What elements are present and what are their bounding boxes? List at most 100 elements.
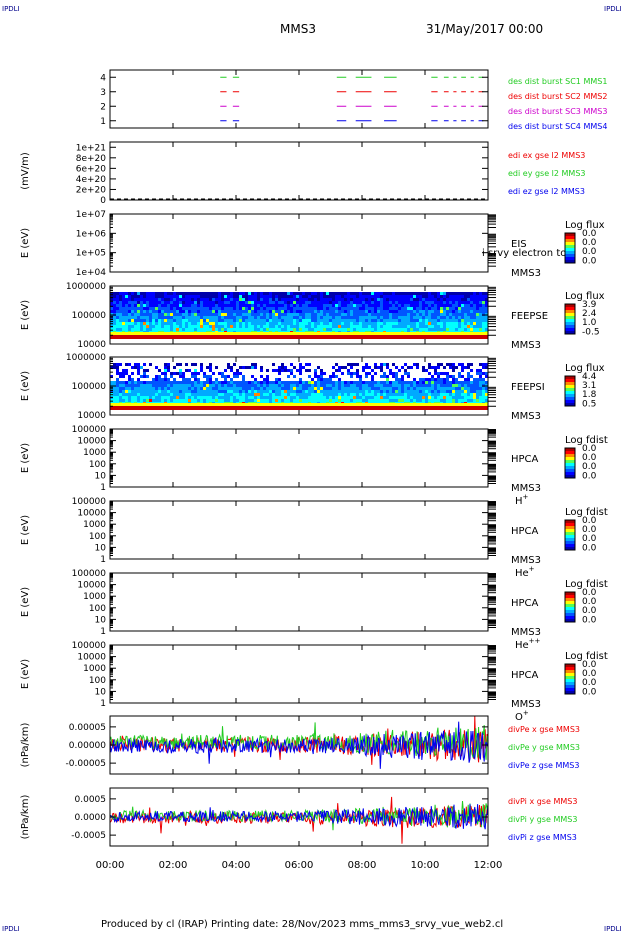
colorbar-swatch: [565, 451, 575, 455]
colorbar-frame: [564, 519, 576, 551]
colorbar-tick-label: 0.0: [582, 687, 597, 697]
colorbar-swatch: [565, 257, 575, 261]
x-tick-label: 10:00: [411, 860, 440, 871]
colorbar-swatch: [565, 679, 575, 683]
colorbar-title: Log fdist: [565, 435, 608, 446]
series-line-3-divpi: [109, 804, 489, 830]
colorbar-swatch: [565, 532, 575, 536]
colorbar-tick-label: 0.0: [582, 660, 597, 670]
colorbar-swatch: [565, 307, 575, 311]
colorbar-swatch: [565, 682, 575, 686]
colorbar-swatch: [565, 379, 575, 383]
legend-label: divPi x gse MMS3: [508, 797, 577, 806]
y-tick-label: 10000: [77, 653, 106, 663]
y-tick-label: 0.0000: [75, 813, 107, 823]
spacecraft-label: MMS3: [511, 555, 541, 566]
colorbar-swatch: [565, 595, 575, 599]
colorbar-tick-label: 0.5: [582, 399, 596, 409]
spectrogram-feepse: [110, 292, 488, 339]
colorbar-tick-label: 2.4: [582, 309, 597, 319]
legend-label: divPe y gse MMS3: [508, 743, 580, 752]
colorbar-swatch: [565, 607, 575, 611]
species-charge: ++: [529, 637, 541, 645]
spectrogram-band-peak: [110, 335, 488, 339]
colorbar-swatch: [565, 236, 575, 240]
colorbar-swatch: [565, 598, 575, 602]
colorbar-swatch: [565, 613, 575, 617]
colorbar-swatch: [565, 251, 575, 255]
y-tick-label: 0.00000: [69, 741, 106, 751]
colorbar-tick-label: 0.0: [582, 534, 597, 544]
y-tick-label: 1e+06: [76, 229, 107, 239]
colorbar-frame: [564, 303, 576, 335]
colorbar-swatch: [565, 391, 575, 395]
colorbar-swatch: [565, 254, 575, 258]
x-tick-label: 08:00: [348, 860, 377, 871]
y-tick-label: 1: [100, 627, 106, 637]
spacecraft-label: MMS3: [511, 268, 541, 279]
y-tick-label: 0: [100, 196, 106, 206]
colorbar-swatch: [565, 667, 575, 671]
spectrogram-feepsi: [110, 363, 488, 410]
y-tick-label: 1000: [83, 664, 106, 674]
colorbar-swatch: [565, 535, 575, 539]
y-axis-label: (nPa/km): [20, 723, 31, 768]
colorbar-tick-label: 0.0: [582, 597, 597, 607]
x-tick-label: 00:00: [96, 860, 125, 871]
legend-label: des dist burst SC3 MMS3: [508, 107, 607, 116]
colorbar-tick-label: 0.0: [582, 256, 597, 266]
panel-frame-hpca_h: [109, 428, 489, 488]
y-tick-label: 1000: [83, 520, 106, 530]
colorbar-swatch: [565, 472, 575, 476]
colorbar-swatch: [565, 526, 575, 530]
colorbar-tick-label: 0.0: [582, 669, 597, 679]
date-title: 31/May/2017 00:00: [426, 22, 544, 36]
y-tick-label: 100: [89, 532, 106, 542]
colorbar-swatch: [565, 260, 575, 264]
colorbar-tick-label: 0.0: [582, 453, 597, 463]
y-tick-label: 100000: [72, 311, 107, 321]
colorbar-swatch: [565, 469, 575, 473]
y-tick-label: 100000: [72, 641, 107, 651]
y-tick-label: 4: [100, 73, 106, 83]
footer-credit: Produced by cl (IRAP) Printing date: 28/…: [101, 919, 504, 930]
y-tick-label: 1000000: [66, 282, 106, 292]
colorbar-tick-label: 0.0: [582, 247, 597, 257]
colorbar-swatch: [565, 541, 575, 545]
colorbar-swatch: [565, 322, 575, 326]
y-tick-label: 6e+20: [76, 164, 107, 174]
colorbar-swatch: [565, 448, 575, 452]
species-label: He++: [515, 637, 541, 651]
y-axis-label: E (eV): [20, 228, 31, 258]
y-tick-label: 1: [100, 117, 106, 127]
colorbar-swatch: [565, 619, 575, 623]
y-tick-label: 1000000: [66, 353, 106, 363]
species-label: H+: [515, 493, 529, 507]
y-tick-label: 10000: [77, 581, 106, 591]
colorbar-swatch: [565, 520, 575, 524]
colorbar-frame: [564, 375, 576, 407]
x-tick-label: 02:00: [159, 860, 188, 871]
colorbar-title: Log flux: [565, 291, 605, 302]
y-axis-label: E (eV): [20, 371, 31, 401]
colorbar-swatch: [565, 538, 575, 542]
y-axis-label: E (eV): [20, 443, 31, 473]
colorbar-swatch: [565, 529, 575, 533]
legend-label: des dist burst SC4 MMS4: [508, 122, 607, 131]
colorbar-swatch: [565, 685, 575, 689]
colorbar-swatch: [565, 394, 575, 398]
colorbar-swatch: [565, 460, 575, 464]
colorbar-swatch: [565, 316, 575, 320]
y-tick-label: 1e+07: [76, 210, 106, 220]
y-tick-label: 2e+20: [76, 185, 107, 195]
colorbar-tick-label: 0.0: [582, 444, 597, 454]
y-tick-label: 1: [100, 555, 106, 565]
y-axis-label: E (eV): [20, 659, 31, 689]
y-tick-label: -0.00005: [66, 759, 106, 769]
y-tick-label: 100000: [72, 497, 107, 507]
species-charge: +: [523, 493, 529, 501]
colorbar-swatch: [565, 304, 575, 308]
y-tick-label: 10: [95, 543, 107, 553]
colorbar-frame: [564, 232, 576, 264]
colorbar-tick-label: 0.0: [582, 588, 597, 598]
